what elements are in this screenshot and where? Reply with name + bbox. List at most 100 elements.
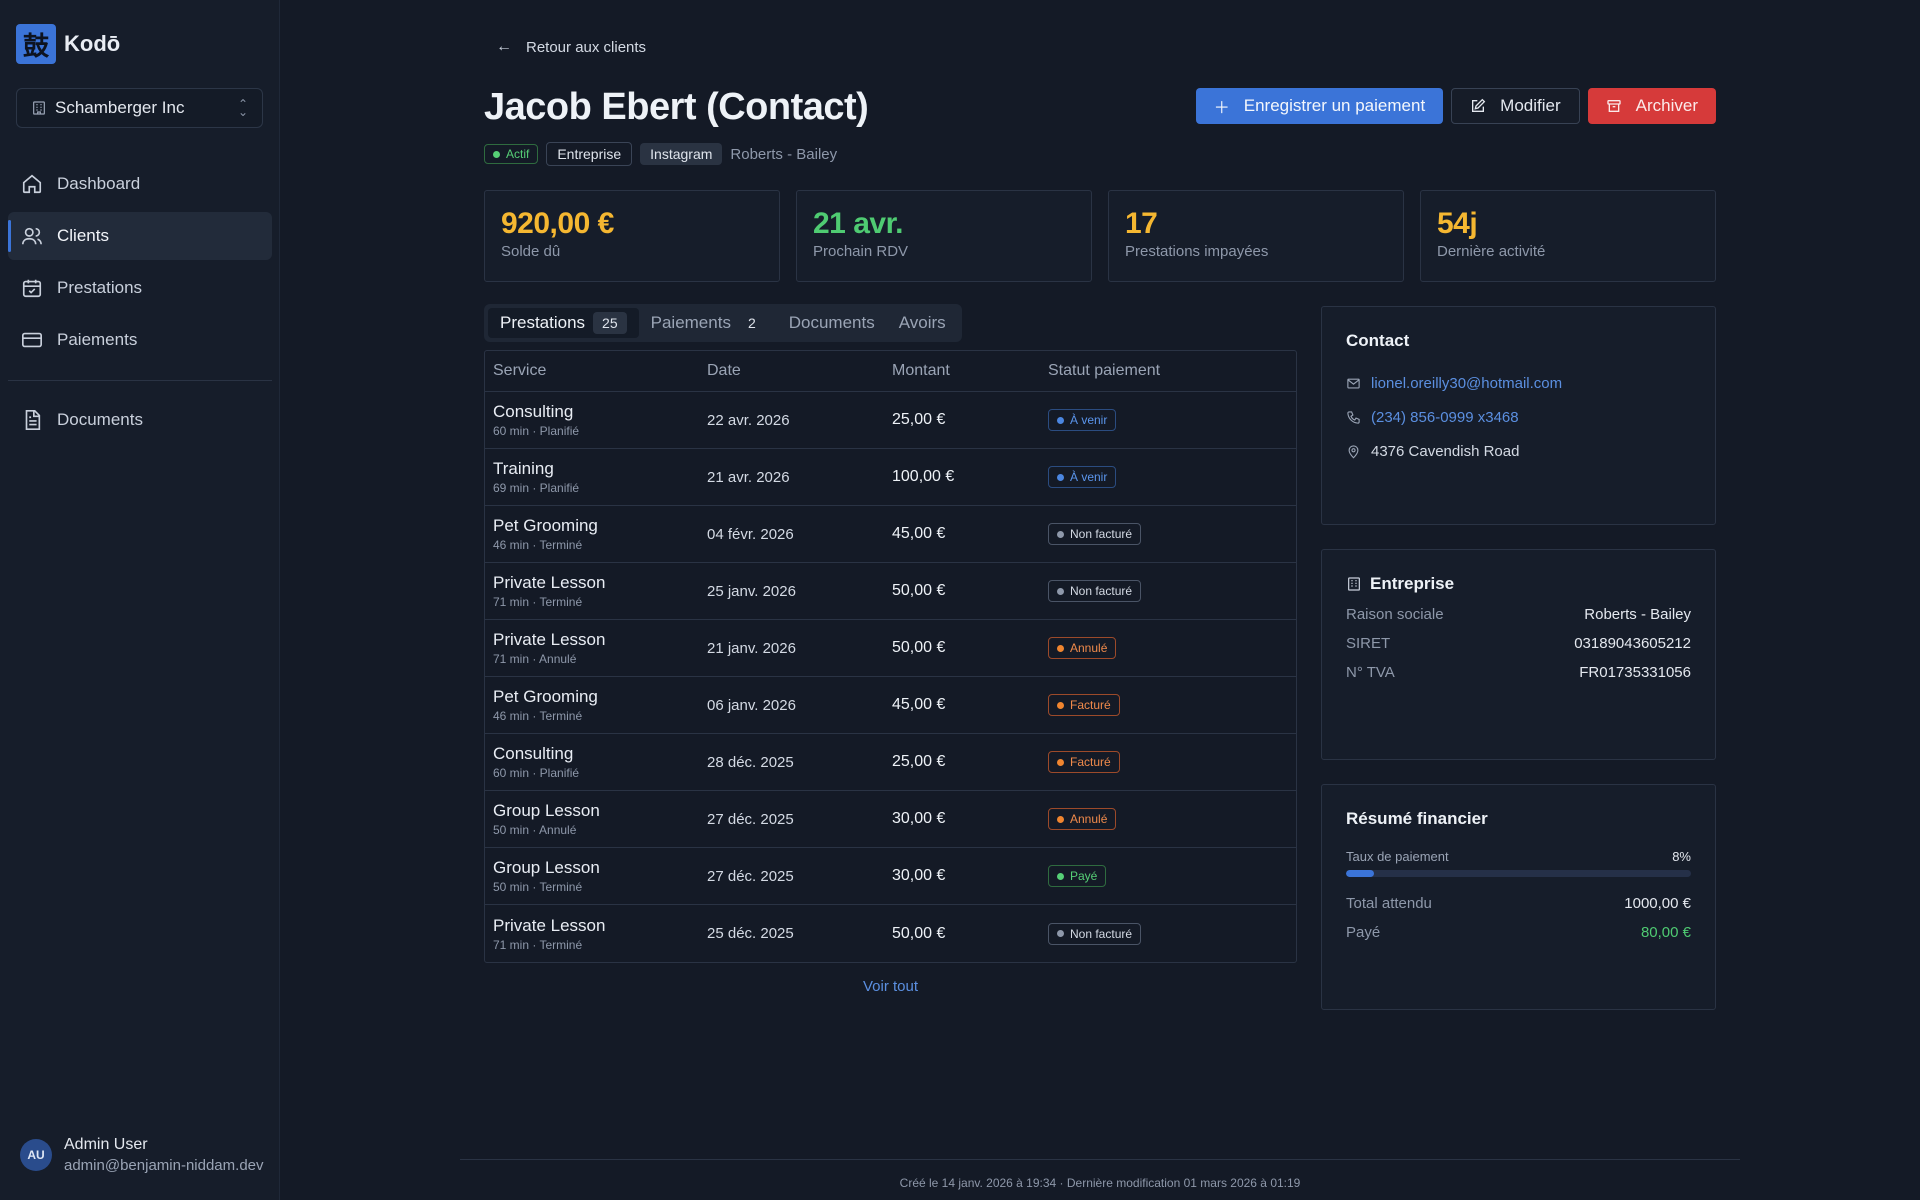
cell-amount: 30,00 € bbox=[892, 867, 946, 884]
archive-icon bbox=[1606, 100, 1621, 112]
cell-service: Group Lesson 50 min · Annulé bbox=[485, 801, 707, 837]
total-expected-label: Total attendu bbox=[1346, 895, 1432, 912]
payment-status-badge: Payé bbox=[1048, 865, 1107, 887]
nav-label: Paiements bbox=[57, 330, 138, 349]
status-dot-icon bbox=[1057, 416, 1064, 424]
cell-amount: 50,00 € bbox=[892, 639, 946, 656]
contact-card-title: Contact bbox=[1346, 331, 1410, 350]
record-payment-label: Enregistrer un paiement bbox=[1243, 96, 1426, 115]
cell-date: 22 avr. 2026 bbox=[707, 411, 790, 429]
status-dot-icon bbox=[1057, 758, 1064, 766]
field-value: FR01735331056 bbox=[1579, 664, 1691, 681]
table-row[interactable]: Pet Grooming 46 min · Terminé 06 janv. 202… bbox=[485, 677, 1296, 734]
credit-card-icon bbox=[22, 332, 42, 348]
financial-summary-title: Résumé financier bbox=[1346, 809, 1488, 828]
column-header-service[interactable]: Service bbox=[493, 362, 547, 379]
secondary-nav: Documents bbox=[8, 396, 272, 448]
cell-amount: 45,00 € bbox=[892, 696, 946, 713]
tab-prestations[interactable]: Prestations 25 bbox=[488, 308, 639, 338]
nav-item-dashboard[interactable]: Dashboard bbox=[8, 160, 272, 208]
payment-status-badge: Facturé bbox=[1048, 694, 1120, 716]
status-dot-icon bbox=[1057, 815, 1064, 823]
cell-status: À venir bbox=[1048, 409, 1296, 431]
field-label: Raison sociale bbox=[1346, 606, 1444, 623]
tab-avoirs[interactable]: Avoirs bbox=[887, 308, 958, 338]
total-expected-row: Total attendu 1000,00 € bbox=[1346, 895, 1691, 912]
user-profile[interactable]: AU Admin User admin@benjamin-niddam.dev bbox=[20, 1136, 264, 1174]
nav-item-prestations[interactable]: Prestations bbox=[8, 264, 272, 312]
tab-documents[interactable]: Documents bbox=[777, 308, 887, 338]
payment-status-badge: Non facturé bbox=[1048, 523, 1142, 545]
phone-icon bbox=[1347, 411, 1360, 424]
service-details: 60 min · Planifié bbox=[493, 424, 580, 438]
nav-item-documents[interactable]: Documents bbox=[8, 396, 272, 444]
cell-status: À venir bbox=[1048, 466, 1296, 488]
service-name: Private Lesson bbox=[493, 630, 606, 649]
payment-status-label: Annulé bbox=[1070, 641, 1108, 655]
table-row[interactable]: Consulting 60 min · Planifié 28 déc. 2025 2… bbox=[485, 734, 1296, 791]
cell-amount: 25,00 € bbox=[892, 411, 946, 428]
cell-amount: 25,00 € bbox=[892, 753, 946, 770]
building-icon bbox=[33, 101, 45, 115]
column-header-amount[interactable]: Montant bbox=[892, 362, 950, 379]
payment-status-badge: Non facturé bbox=[1048, 922, 1142, 945]
back-link[interactable]: ← Retour aux clients bbox=[496, 38, 646, 56]
table-row[interactable]: Training 69 min · Planifié 21 avr. 2026 100… bbox=[485, 449, 1296, 506]
see-all-link[interactable]: Voir tout bbox=[862, 978, 919, 995]
cell-date: 21 janv. 2026 bbox=[707, 639, 796, 657]
back-link-label: Retour aux clients bbox=[526, 38, 647, 56]
nav-item-clients[interactable]: Clients bbox=[8, 212, 272, 260]
status-label: Actif bbox=[506, 147, 530, 161]
table-row[interactable]: Pet Grooming 46 min · Terminé 04 févr. 202… bbox=[485, 506, 1296, 563]
paid-label: Payé bbox=[1346, 924, 1381, 941]
cell-amount: 100,00 € bbox=[892, 468, 955, 485]
stats-row: 920,00 € Solde dû 21 avr. Prochain RDV 1… bbox=[484, 190, 1716, 282]
table-row[interactable]: Private Lesson 71 min · Annulé 21 janv. 20… bbox=[485, 620, 1296, 677]
column-header-date[interactable]: Date bbox=[707, 362, 741, 379]
cell-amount: 45,00 € bbox=[892, 525, 946, 542]
service-name: Group Lesson bbox=[493, 858, 600, 877]
column-header-status[interactable]: Statut paiement bbox=[1048, 362, 1161, 379]
table-row[interactable]: Private Lesson 71 min · Terminé 25 janv. 2… bbox=[485, 563, 1296, 620]
status-dot-icon bbox=[1057, 644, 1064, 652]
paid-row: Payé 80,00 € bbox=[1346, 924, 1691, 941]
service-name: Private Lesson bbox=[493, 915, 606, 935]
building-icon bbox=[1348, 577, 1360, 591]
cell-status: Annulé bbox=[1048, 637, 1296, 659]
contact-phone[interactable]: (234) 856-0999 x3468 bbox=[1371, 409, 1519, 426]
nav-item-paiements[interactable]: Paiements bbox=[8, 316, 272, 364]
contact-email[interactable]: lionel.oreilly30@hotmail.com bbox=[1371, 375, 1563, 392]
tab-label: Paiements bbox=[650, 313, 731, 332]
company-field: Raison sociale Roberts - Bailey bbox=[1346, 606, 1691, 623]
cell-status: Non facturé bbox=[1048, 580, 1296, 602]
brand[interactable]: 鼓 Kodō bbox=[16, 24, 120, 64]
cell-date: 27 déc. 2025 bbox=[707, 810, 794, 828]
record-metadata-footer: Créé le 14 janv. 2026 à 19:34 · Dernière… bbox=[460, 1159, 1740, 1190]
table-row[interactable]: Consulting 60 min · Planifié 22 avr. 2026 2… bbox=[485, 392, 1296, 449]
archive-button[interactable]: Archiver bbox=[1587, 88, 1716, 124]
organization-name: Schamberger Inc bbox=[55, 98, 185, 117]
nav-divider bbox=[8, 380, 272, 381]
contact-card: Contact lionel.oreilly30@hotmail.com (23… bbox=[1321, 306, 1716, 525]
service-details: 71 min · Terminé bbox=[493, 595, 583, 609]
table-row[interactable]: Group Lesson 50 min · Terminé 27 déc. 2025… bbox=[485, 848, 1296, 905]
organization-select[interactable]: Schamberger Inc ⌃ ⌄ bbox=[16, 88, 263, 128]
home-icon bbox=[22, 174, 42, 194]
nav-label: Prestations bbox=[57, 278, 143, 297]
edit-button[interactable]: Modifier bbox=[1451, 88, 1580, 124]
cell-amount: 30,00 € bbox=[892, 810, 946, 827]
status-dot-icon bbox=[1057, 473, 1064, 481]
stat-card-last-activity: 54j Dernière activité bbox=[1420, 190, 1716, 282]
field-value: 03189043605212 bbox=[1574, 635, 1691, 652]
cell-service: Private Lesson 71 min · Terminé bbox=[485, 573, 707, 609]
payment-rate-value: 8% bbox=[1672, 849, 1691, 864]
financial-summary-card: Résumé financier Taux de paiement 8% Tot… bbox=[1321, 784, 1716, 1010]
company-card: Entreprise Raison sociale Roberts - Bail… bbox=[1321, 549, 1716, 760]
contact-phone-row: (234) 856-0999 x3468 bbox=[1346, 409, 1691, 426]
tab-paiements[interactable]: Paiements 2 bbox=[639, 308, 777, 338]
stat-value: 17 bbox=[1125, 207, 1158, 240]
record-payment-button[interactable]: ＋ Enregistrer un paiement bbox=[1195, 88, 1444, 124]
table-row[interactable]: Group Lesson 50 min · Annulé 27 déc. 2025 3… bbox=[485, 791, 1296, 848]
stat-value: 54j bbox=[1437, 207, 1478, 240]
table-row[interactable]: Private Lesson 71 min · Terminé 25 déc. 20… bbox=[485, 905, 1296, 962]
